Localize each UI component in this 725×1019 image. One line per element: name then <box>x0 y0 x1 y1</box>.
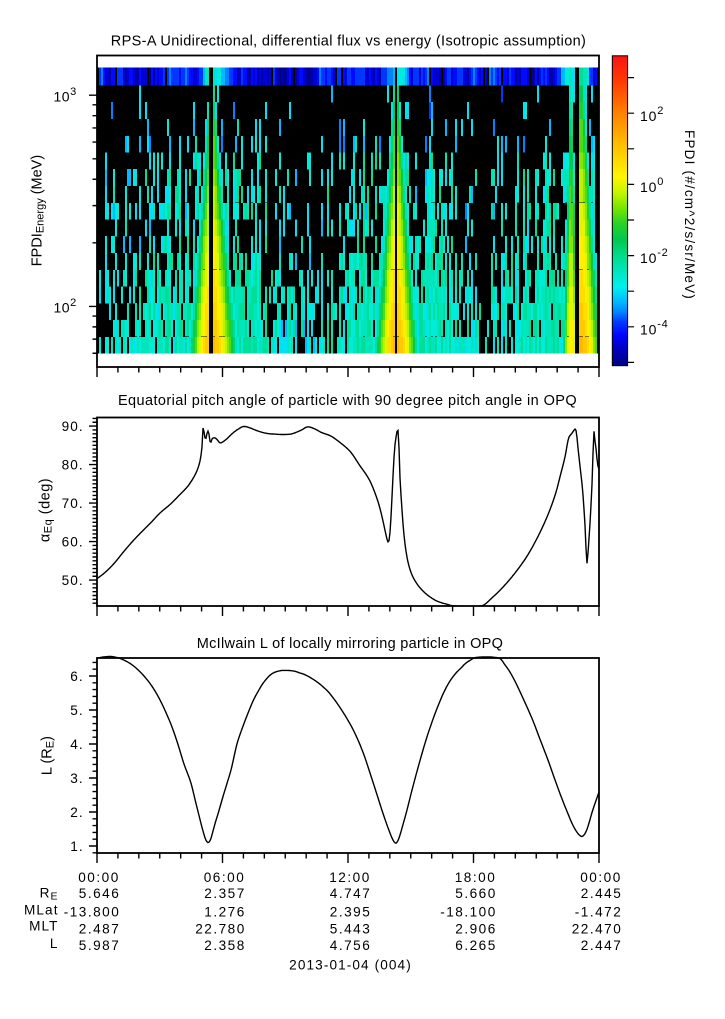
svg-text:50.: 50. <box>62 573 84 588</box>
svg-text:2.357: 2.357 <box>204 886 246 901</box>
svg-text:5.443: 5.443 <box>330 921 372 936</box>
svg-text:5.660: 5.660 <box>455 886 497 901</box>
svg-text:2.445: 2.445 <box>581 886 623 901</box>
svg-text:-13.800: -13.800 <box>64 905 121 920</box>
svg-text:4.756: 4.756 <box>330 938 372 953</box>
svg-text:70.: 70. <box>62 496 84 511</box>
svg-text:2.: 2. <box>70 805 84 820</box>
svg-text:6.: 6. <box>70 669 84 684</box>
svg-text:06:00: 06:00 <box>204 870 246 885</box>
svg-text:FPDI (#/cm^2/s/sr/MeV): FPDI (#/cm^2/s/sr/MeV) <box>682 130 697 300</box>
svg-text:3.: 3. <box>70 771 84 786</box>
svg-text:4.: 4. <box>70 737 84 752</box>
svg-text:2.906: 2.906 <box>455 921 497 936</box>
svg-text:2.487: 2.487 <box>79 921 121 936</box>
svg-text:00:00: 00:00 <box>580 870 622 885</box>
svg-text:5.987: 5.987 <box>79 938 121 953</box>
svg-text:MLT: MLT <box>29 919 58 934</box>
svg-text:6.265: 6.265 <box>455 938 497 953</box>
svg-text:22.780: 22.780 <box>195 921 246 936</box>
svg-text:2013-01-04 (004): 2013-01-04 (004) <box>289 957 412 972</box>
svg-text:2.447: 2.447 <box>581 938 623 953</box>
svg-text:4.747: 4.747 <box>330 886 372 901</box>
svg-text:-1.472: -1.472 <box>575 905 623 920</box>
svg-text:MLat: MLat <box>24 902 59 917</box>
svg-text:-18.100: -18.100 <box>440 905 497 920</box>
svg-text:90.: 90. <box>62 419 84 434</box>
svg-text:RPS-A Unidirectional, differen: RPS-A Unidirectional, differential flux … <box>111 33 586 49</box>
svg-text:2.358: 2.358 <box>204 938 246 953</box>
svg-text:1.: 1. <box>70 839 84 854</box>
svg-text:18:00: 18:00 <box>455 870 497 885</box>
svg-text:60.: 60. <box>62 534 84 549</box>
svg-text:2.395: 2.395 <box>330 905 372 920</box>
svg-text:80.: 80. <box>62 457 84 472</box>
svg-text:L: L <box>50 936 59 951</box>
svg-text:Equatorial pitch angle of part: Equatorial pitch angle of particle with … <box>118 393 577 409</box>
svg-text:McIlwain L of locally mirrorin: McIlwain L of locally mirroring particle… <box>197 636 504 652</box>
svg-text:12:00: 12:00 <box>329 870 371 885</box>
svg-text:22.470: 22.470 <box>572 921 623 936</box>
svg-text:5.646: 5.646 <box>79 886 121 901</box>
svg-text:FPDIEnergy (MeV): FPDIEnergy (MeV) <box>29 155 46 266</box>
svg-text:RE: RE <box>40 885 59 902</box>
svg-text:00:00: 00:00 <box>78 870 120 885</box>
svg-text:5.: 5. <box>70 703 84 718</box>
svg-text:1.276: 1.276 <box>204 905 246 920</box>
